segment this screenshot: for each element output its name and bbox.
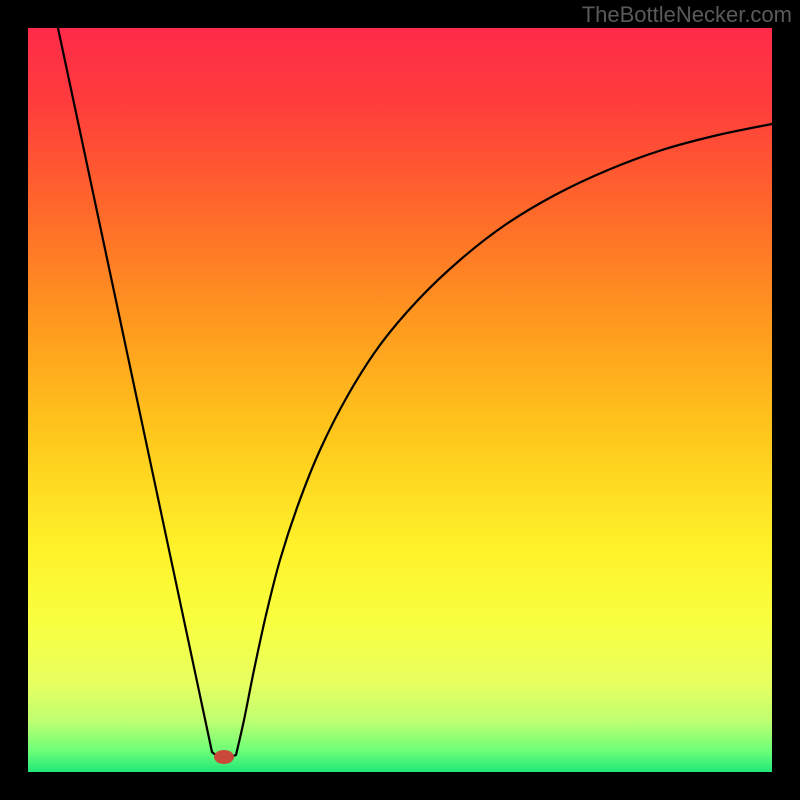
optimal-marker — [214, 750, 234, 764]
plot-area — [28, 28, 772, 772]
bottleneck-chart: TheBottleNecker.com — [0, 0, 800, 800]
chart-svg — [0, 0, 800, 800]
watermark-text: TheBottleNecker.com — [582, 2, 792, 28]
